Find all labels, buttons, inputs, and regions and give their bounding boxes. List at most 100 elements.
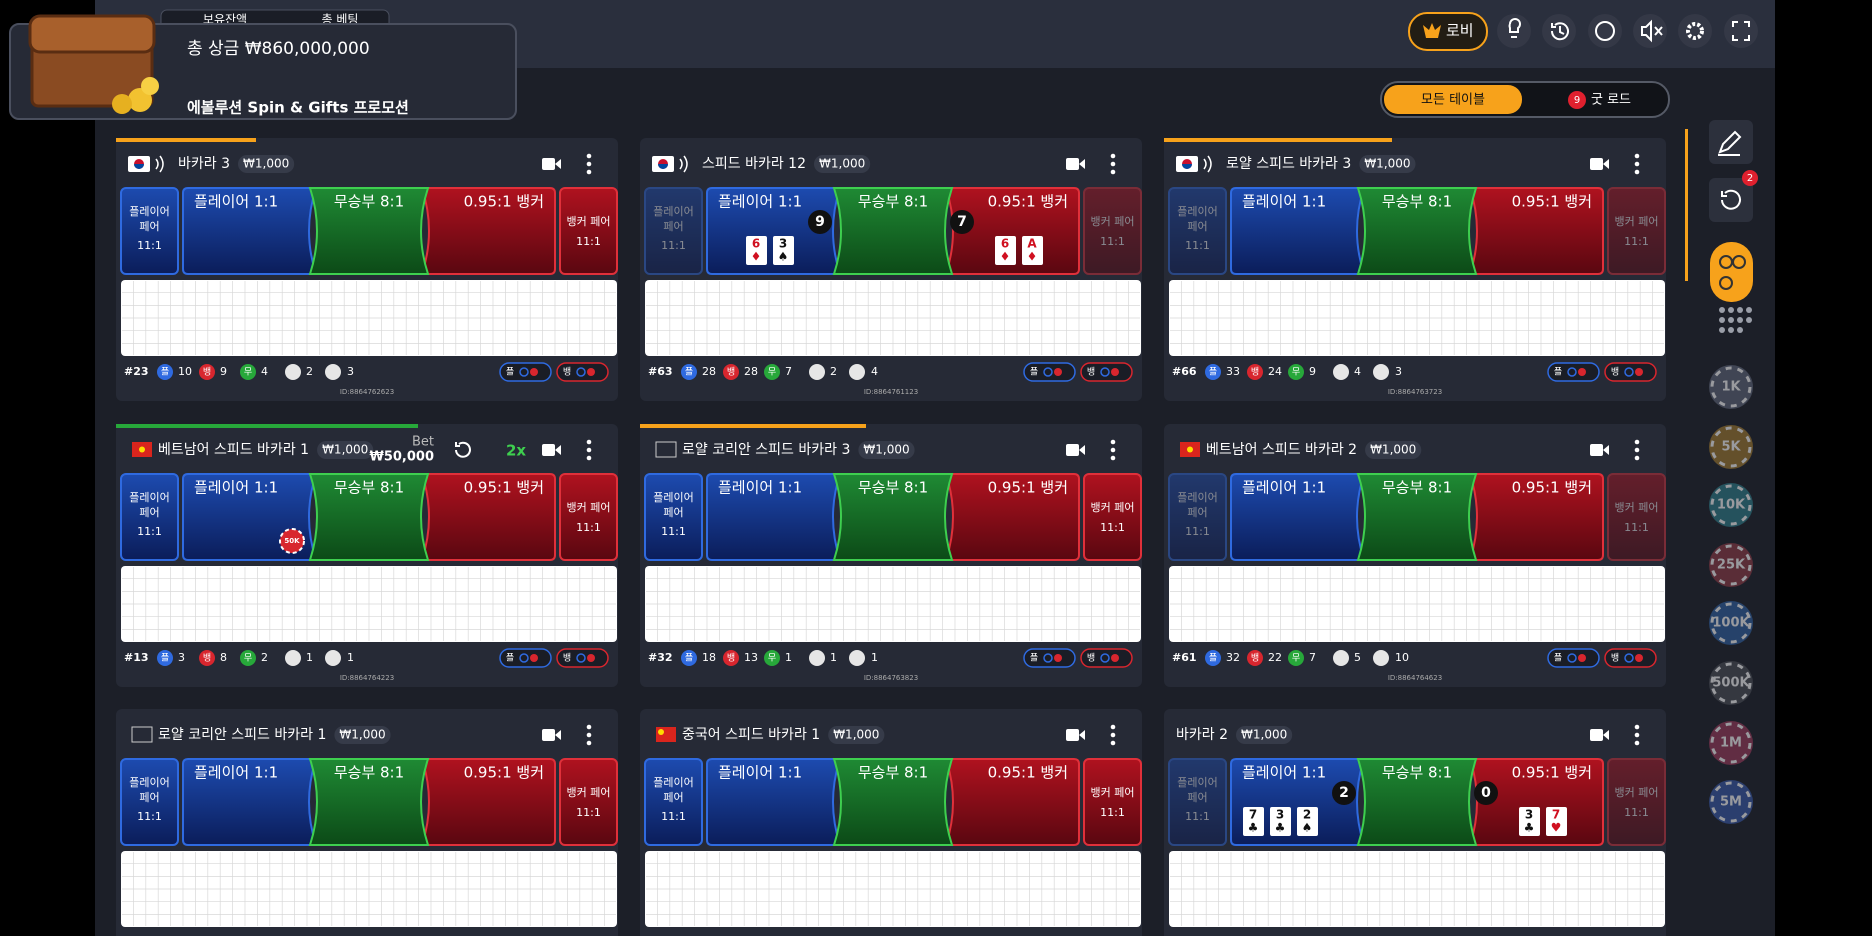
chip[interactable]: 5K [1709, 425, 1753, 469]
table-name[interactable]: 베트남어 스피드 바카라 2 [1206, 442, 1357, 458]
chip[interactable]: 5M [1709, 780, 1753, 824]
menu-dot[interactable] [1634, 447, 1640, 453]
player-spot[interactable] [706, 758, 842, 846]
table-name[interactable]: 스피드 바카라 12 [702, 156, 806, 172]
video-icon[interactable] [542, 158, 555, 170]
chip[interactable]: 10K [1709, 483, 1753, 527]
player-spot[interactable] [1230, 187, 1366, 275]
banker-pair-spot[interactable]: 뱅커 페어 11:1 [559, 473, 618, 561]
video-icon[interactable] [1590, 444, 1603, 456]
tie-spot[interactable] [1356, 187, 1478, 275]
road-toggle[interactable] [499, 648, 552, 668]
chip[interactable]: 1M [1709, 721, 1753, 765]
table-name[interactable]: 로얄 코리안 스피드 바카라 1 [158, 726, 326, 743]
tie-spot[interactable] [308, 187, 430, 275]
menu-dot[interactable] [586, 161, 592, 167]
table-name[interactable]: 바카라 2 [1176, 727, 1228, 743]
fullscreen-button[interactable] [1724, 14, 1758, 48]
road-toggle[interactable] [1604, 648, 1657, 668]
table-name[interactable]: 중국어 스피드 바카라 1 [682, 727, 820, 743]
menu-dot[interactable] [586, 153, 592, 159]
road-toggle[interactable] [556, 648, 609, 668]
road-toggle[interactable] [1080, 648, 1133, 668]
video-icon[interactable] [542, 444, 555, 456]
road-toggle[interactable] [1080, 362, 1133, 382]
menu-dot[interactable] [1110, 169, 1116, 175]
tie-spot[interactable] [832, 187, 954, 275]
menu-dot[interactable] [1110, 732, 1116, 738]
banker-spot[interactable] [1468, 187, 1604, 275]
banker-pair-spot[interactable]: 뱅커 페어 11:1 [1083, 187, 1142, 275]
lobby-button[interactable] [1408, 12, 1488, 51]
chip[interactable]: 500K [1709, 661, 1753, 705]
banker-pair-spot[interactable]: 뱅커 페어 11:1 [1083, 758, 1142, 846]
edit-button[interactable] [1709, 120, 1753, 164]
tie-spot[interactable] [308, 758, 430, 846]
road-toggle[interactable] [1023, 648, 1076, 668]
multiplier[interactable]: 2x [506, 442, 526, 460]
menu-dot[interactable] [586, 439, 592, 445]
banker-pair-spot[interactable]: 뱅커 페어 11:1 [1083, 473, 1142, 561]
menu-dot[interactable] [1110, 724, 1116, 730]
menu-dot[interactable] [1634, 169, 1640, 175]
menu-dot[interactable] [1634, 740, 1640, 746]
menu-dot[interactable] [1634, 724, 1640, 730]
menu-dot[interactable] [586, 740, 592, 746]
undo-icon[interactable] [455, 441, 471, 458]
video-icon[interactable] [1590, 729, 1603, 741]
road-toggle[interactable] [1604, 362, 1657, 382]
tie-spot[interactable] [832, 758, 954, 846]
video-icon[interactable] [1066, 158, 1079, 170]
video-icon[interactable] [542, 729, 555, 741]
banker-pair-spot[interactable]: 뱅커 페어 11:1 [1607, 758, 1666, 846]
menu-dot[interactable] [1110, 439, 1116, 445]
chip[interactable]: 25K [1709, 543, 1753, 587]
menu-dot[interactable] [1634, 455, 1640, 461]
chip[interactable]: 1K [1709, 365, 1753, 409]
player-spot[interactable] [182, 758, 318, 846]
menu-dot[interactable] [586, 455, 592, 461]
player-spot[interactable] [1230, 758, 1366, 846]
lobby-label[interactable]: 로비 [1446, 22, 1474, 40]
good-road-tab[interactable]: 굿 로드 [1591, 93, 1631, 108]
banker-spot[interactable] [1468, 473, 1604, 561]
grid-view-button[interactable] [1719, 307, 1752, 333]
road-toggle[interactable] [1547, 648, 1600, 668]
player-spot[interactable] [182, 187, 318, 275]
banker-pair-spot[interactable]: 뱅커 페어 11:1 [559, 187, 618, 275]
menu-dot[interactable] [586, 732, 592, 738]
road-toggle[interactable] [499, 362, 552, 382]
banker-spot[interactable] [944, 473, 1080, 561]
banker-pair-spot[interactable]: 뱅커 페어 11:1 [1607, 473, 1666, 561]
game-table[interactable]: 베트남어 스피드 바카라 1 ₩1,000 Bet₩50,000 2x플레이어페어11… [116, 424, 618, 687]
menu-dot[interactable] [1110, 447, 1116, 453]
tie-spot[interactable] [1356, 758, 1478, 846]
banker-spot[interactable] [420, 187, 556, 275]
menu-dot[interactable] [1634, 439, 1640, 445]
menu-dot[interactable] [1634, 161, 1640, 167]
banker-spot[interactable] [420, 473, 556, 561]
table-name[interactable]: 바카라 3 [178, 156, 230, 172]
menu-dot[interactable] [586, 724, 592, 730]
table-name[interactable]: 로얄 스피드 바카라 3 [1226, 155, 1351, 172]
road-toggle[interactable] [556, 362, 609, 382]
tie-spot[interactable] [1356, 473, 1478, 561]
banker-spot[interactable] [944, 758, 1080, 846]
menu-dot[interactable] [1110, 161, 1116, 167]
menu-dot[interactable] [586, 169, 592, 175]
player-spot[interactable] [706, 187, 842, 275]
history-side-button[interactable] [1709, 178, 1753, 222]
